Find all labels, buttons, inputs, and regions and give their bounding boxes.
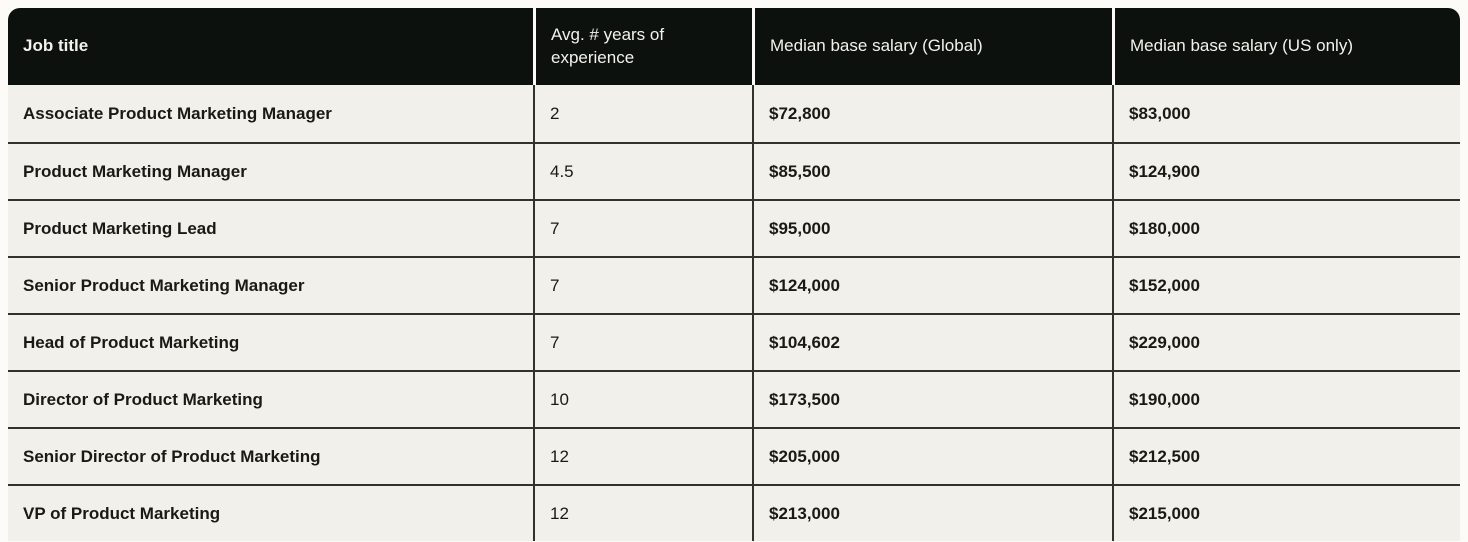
cell-salary-global: $85,500	[752, 142, 1112, 199]
header-row: Job title Avg. # years of experience Med…	[8, 8, 1460, 85]
salary-table: Job title Avg. # years of experience Med…	[8, 8, 1460, 541]
cell-salary-us: $190,000	[1112, 370, 1460, 427]
cell-salary-global: $173,500	[752, 370, 1112, 427]
column-header-salary-global: Median base salary (Global)	[752, 8, 1112, 85]
cell-job-title: Associate Product Marketing Manager	[8, 85, 533, 142]
column-header-job-title: Job title	[8, 8, 533, 85]
cell-salary-global: $104,602	[752, 313, 1112, 370]
table-row: Associate Product Marketing Manager 2 $7…	[8, 85, 1460, 142]
cell-salary-us: $152,000	[1112, 256, 1460, 313]
cell-experience: 2	[533, 85, 752, 142]
cell-salary-us: $124,900	[1112, 142, 1460, 199]
table-row: Director of Product Marketing 10 $173,50…	[8, 370, 1460, 427]
cell-job-title: Senior Product Marketing Manager	[8, 256, 533, 313]
cell-experience: 12	[533, 427, 752, 484]
cell-job-title: Head of Product Marketing	[8, 313, 533, 370]
table-row: Senior Product Marketing Manager 7 $124,…	[8, 256, 1460, 313]
cell-salary-global: $213,000	[752, 484, 1112, 541]
cell-experience: 7	[533, 313, 752, 370]
table-row: Product Marketing Manager 4.5 $85,500 $1…	[8, 142, 1460, 199]
table-row: Senior Director of Product Marketing 12 …	[8, 427, 1460, 484]
cell-experience: 10	[533, 370, 752, 427]
cell-salary-us: $229,000	[1112, 313, 1460, 370]
cell-salary-us: $180,000	[1112, 199, 1460, 256]
cell-salary-us: $215,000	[1112, 484, 1460, 541]
cell-experience: 7	[533, 199, 752, 256]
cell-job-title: Senior Director of Product Marketing	[8, 427, 533, 484]
table-row: VP of Product Marketing 12 $213,000 $215…	[8, 484, 1460, 541]
cell-job-title: Director of Product Marketing	[8, 370, 533, 427]
table-row: Product Marketing Lead 7 $95,000 $180,00…	[8, 199, 1460, 256]
column-header-salary-us: Median base salary (US only)	[1112, 8, 1460, 85]
cell-job-title: VP of Product Marketing	[8, 484, 533, 541]
cell-experience: 7	[533, 256, 752, 313]
cell-salary-global: $72,800	[752, 85, 1112, 142]
cell-salary-global: $124,000	[752, 256, 1112, 313]
cell-job-title: Product Marketing Lead	[8, 199, 533, 256]
cell-salary-us: $212,500	[1112, 427, 1460, 484]
cell-salary-global: $205,000	[752, 427, 1112, 484]
cell-experience: 12	[533, 484, 752, 541]
table-row: Head of Product Marketing 7 $104,602 $22…	[8, 313, 1460, 370]
cell-job-title: Product Marketing Manager	[8, 142, 533, 199]
column-header-experience: Avg. # years of experience	[533, 8, 752, 85]
cell-salary-global: $95,000	[752, 199, 1112, 256]
cell-salary-us: $83,000	[1112, 85, 1460, 142]
cell-experience: 4.5	[533, 142, 752, 199]
